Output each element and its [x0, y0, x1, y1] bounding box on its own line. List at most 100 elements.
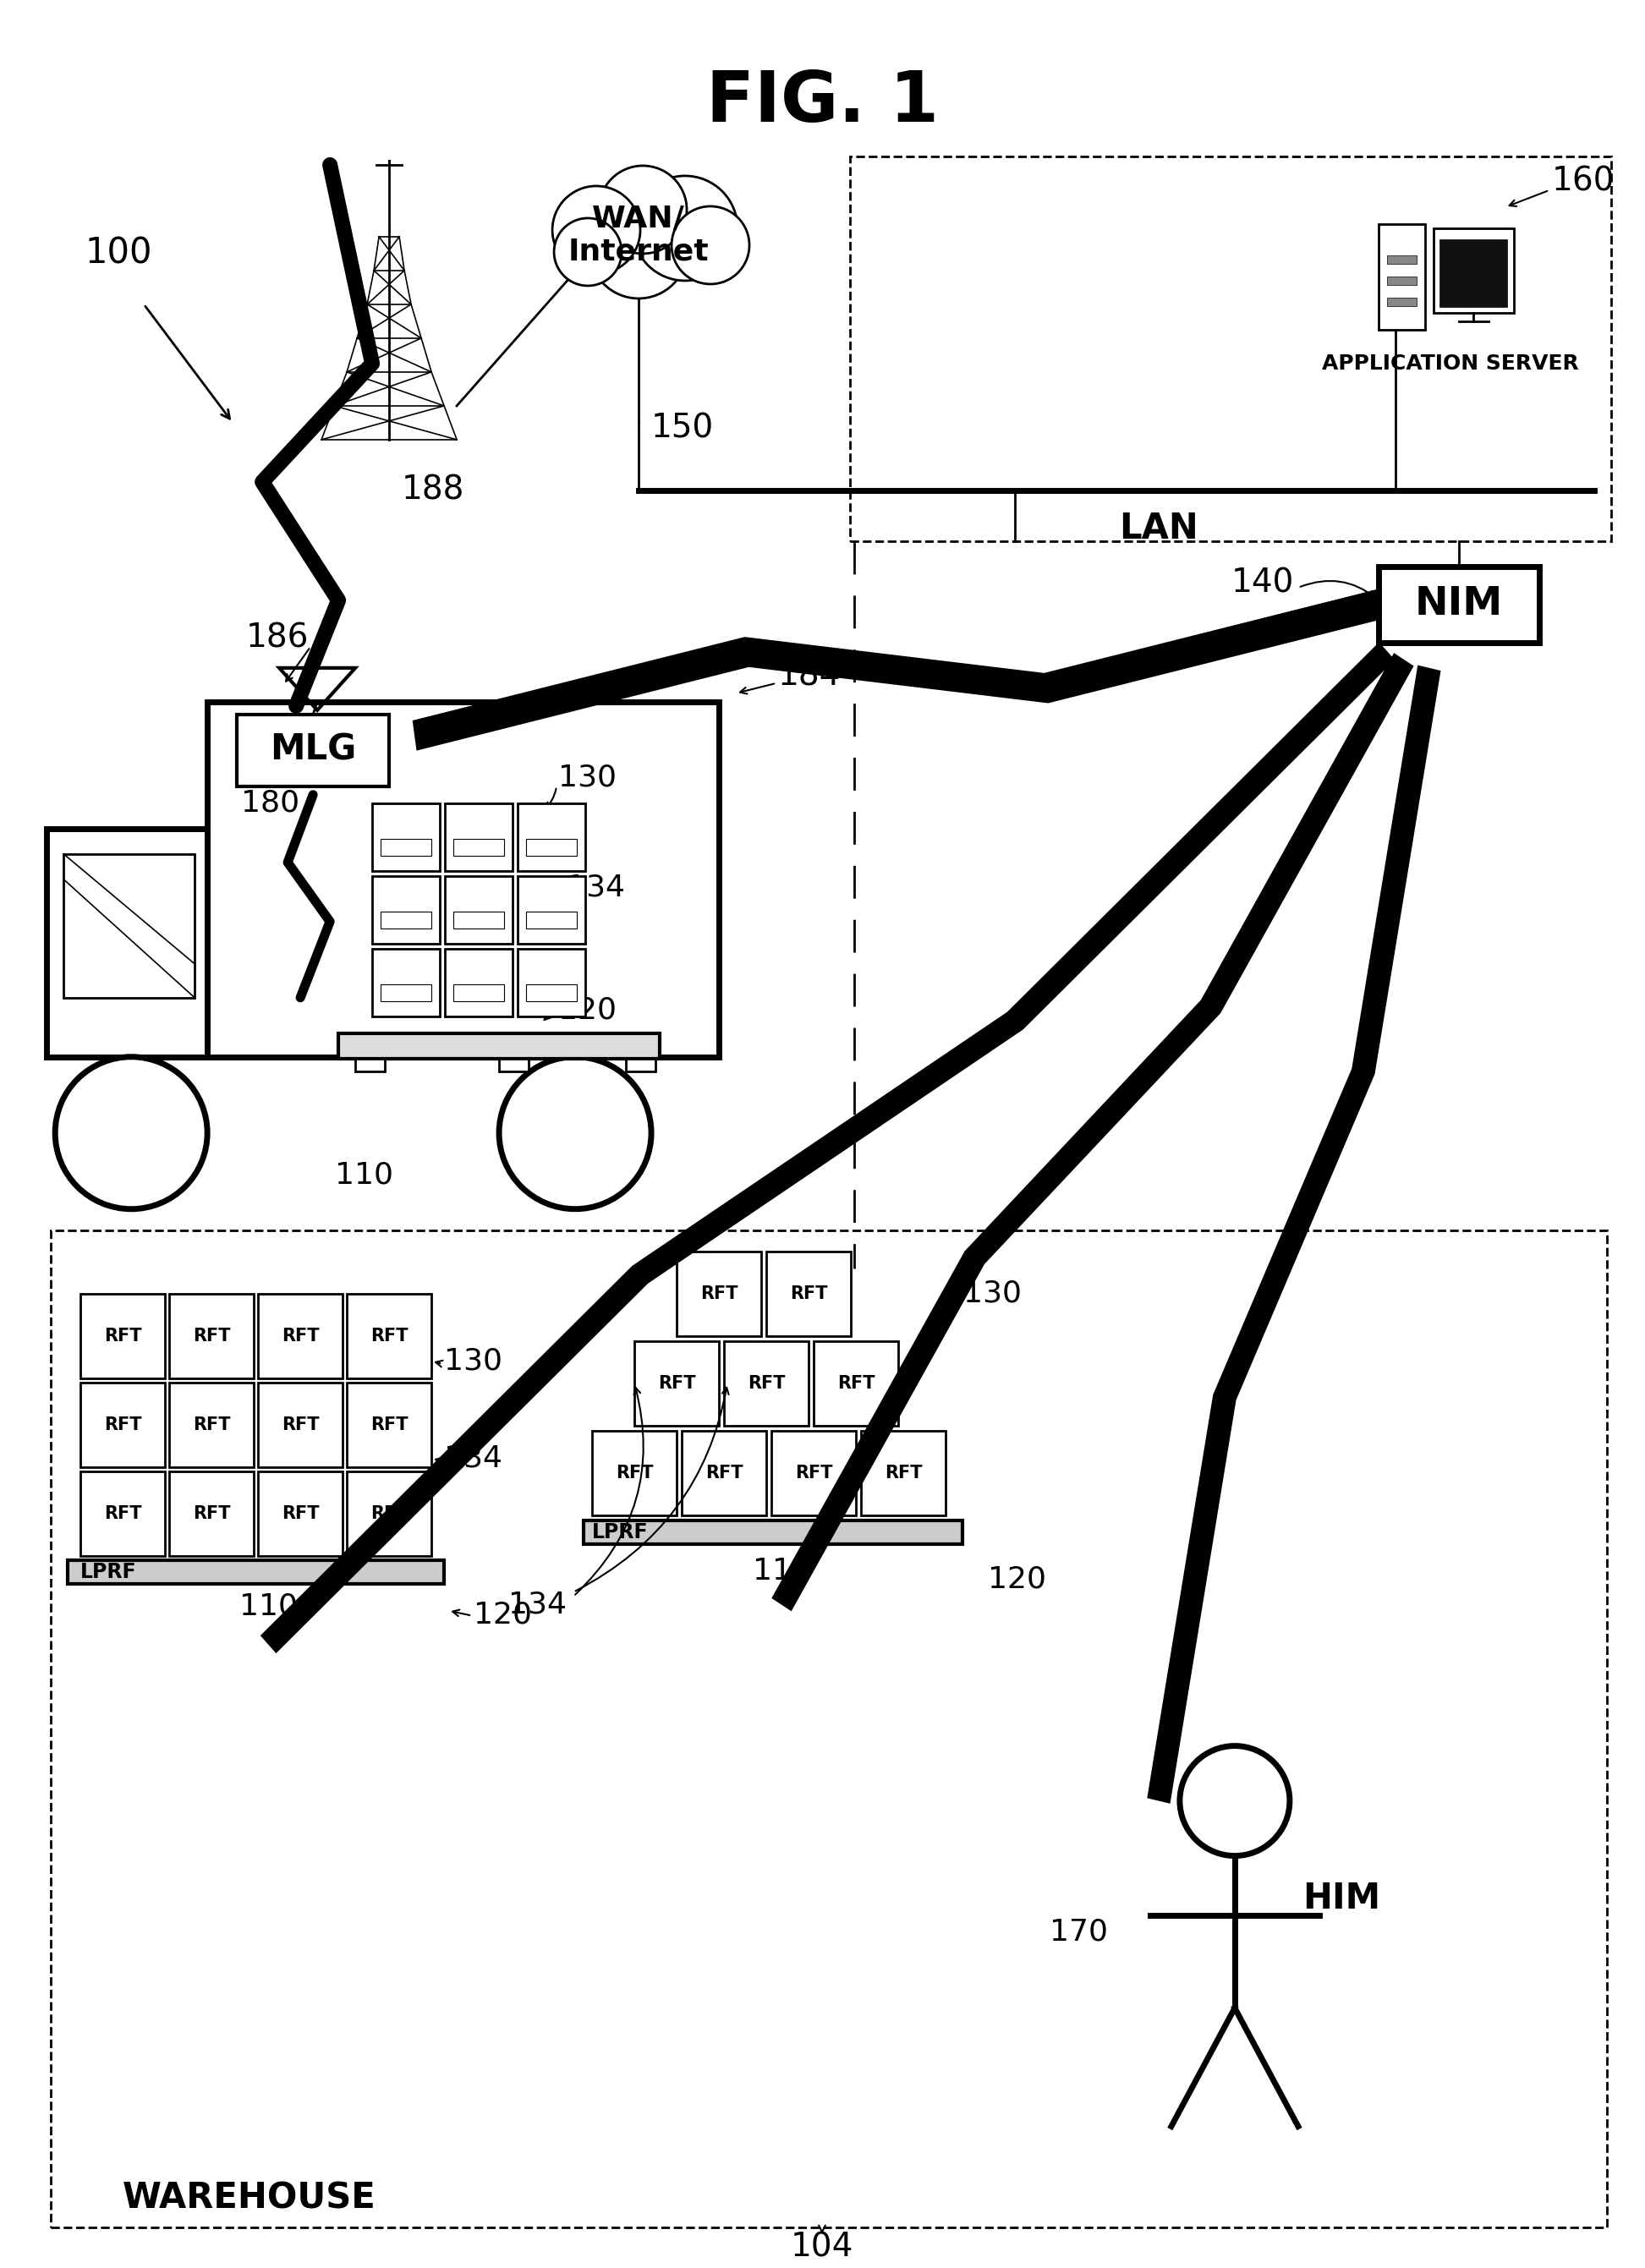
Bar [46, 828, 207, 1057]
Bar [347, 1472, 431, 1556]
Text: RFT: RFT [281, 1415, 319, 1433]
Bar [526, 839, 577, 855]
Bar [681, 1431, 767, 1515]
Text: 134: 134 [568, 873, 625, 903]
Text: WAREHOUSE: WAREHOUSE [123, 2180, 377, 2216]
Circle shape [553, 186, 640, 274]
Bar [372, 875, 439, 943]
Bar [380, 839, 431, 855]
Text: RFT: RFT [281, 1506, 319, 1522]
Circle shape [633, 177, 737, 281]
Bar [767, 1252, 850, 1336]
Text: RFT: RFT [281, 1327, 319, 1345]
Bar [526, 912, 577, 928]
Bar [676, 1252, 762, 1336]
Bar [860, 1431, 946, 1515]
Text: RFT: RFT [104, 1327, 141, 1345]
Text: RFT: RFT [104, 1415, 141, 1433]
Text: 104: 104 [791, 2232, 854, 2263]
Bar [355, 1059, 385, 1070]
Text: 110: 110 [334, 1161, 393, 1191]
Text: 170: 170 [1050, 1916, 1107, 1946]
Text: RFT: RFT [706, 1465, 744, 1481]
Text: RFT: RFT [885, 1465, 923, 1481]
Bar [372, 948, 439, 1016]
Text: MLG: MLG [270, 733, 357, 767]
Bar [67, 1560, 444, 1583]
Bar [64, 855, 194, 998]
Bar [380, 912, 431, 928]
Text: RFT: RFT [837, 1374, 875, 1393]
Text: RFT: RFT [370, 1415, 408, 1433]
Bar [169, 1472, 253, 1556]
Text: LAN: LAN [1119, 510, 1198, 547]
Circle shape [599, 166, 686, 254]
Bar [81, 1472, 164, 1556]
Bar [635, 1340, 719, 1427]
Bar [1387, 256, 1416, 263]
Bar [81, 1383, 164, 1467]
Bar [258, 1293, 342, 1379]
Polygon shape [1147, 665, 1441, 1803]
Circle shape [554, 218, 622, 286]
Text: RFT: RFT [370, 1327, 408, 1345]
Text: RFT: RFT [192, 1415, 230, 1433]
Text: LPRF: LPRF [81, 1563, 137, 1581]
Bar [380, 984, 431, 1000]
Text: 186: 186 [245, 621, 309, 655]
Text: RFT: RFT [370, 1506, 408, 1522]
Bar [1439, 238, 1507, 306]
Bar [625, 1059, 655, 1070]
Text: RFT: RFT [615, 1465, 653, 1481]
Text: 100: 100 [86, 236, 151, 272]
Bar [444, 803, 513, 871]
Bar [814, 1340, 898, 1427]
Text: HIM: HIM [1303, 1880, 1380, 1916]
Circle shape [56, 1057, 207, 1209]
Text: RFT: RFT [658, 1374, 696, 1393]
Text: RFT: RFT [104, 1506, 141, 1522]
Bar [1387, 297, 1416, 306]
Text: RFT: RFT [701, 1286, 737, 1302]
Bar [1387, 277, 1416, 286]
Text: 110: 110 [752, 1556, 811, 1585]
Bar [454, 912, 503, 928]
Bar [1379, 225, 1425, 329]
Bar [81, 1293, 164, 1379]
Bar [584, 1520, 962, 1545]
Bar [526, 984, 577, 1000]
Text: 120: 120 [987, 1565, 1046, 1594]
Bar [454, 839, 503, 855]
Text: 130: 130 [444, 1347, 502, 1377]
Bar [850, 156, 1610, 542]
Circle shape [498, 1057, 651, 1209]
Bar [51, 1229, 1607, 2227]
Text: WAN/
Internet: WAN/ Internet [568, 204, 709, 265]
Text: RFT: RFT [192, 1327, 230, 1345]
Text: RFT: RFT [790, 1286, 827, 1302]
Text: 110: 110 [239, 1592, 298, 1622]
Bar [237, 714, 390, 787]
Polygon shape [413, 590, 1380, 751]
Bar [772, 1431, 855, 1515]
Bar [518, 948, 586, 1016]
Bar [518, 875, 586, 943]
Bar [454, 984, 503, 1000]
Text: 134: 134 [508, 1590, 568, 1619]
Text: 120: 120 [474, 1601, 531, 1628]
Text: 134: 134 [444, 1445, 502, 1472]
Bar [498, 1059, 528, 1070]
Text: 188: 188 [401, 474, 466, 506]
Circle shape [1179, 1746, 1290, 1855]
Text: 160: 160 [1551, 166, 1615, 197]
Circle shape [589, 200, 688, 299]
Text: 140: 140 [1230, 567, 1295, 599]
Text: 150: 150 [651, 413, 714, 445]
Bar [347, 1293, 431, 1379]
Text: RFT: RFT [192, 1506, 230, 1522]
Bar [258, 1383, 342, 1467]
Bar [724, 1340, 809, 1427]
Text: 130: 130 [964, 1279, 1022, 1309]
Bar [1379, 567, 1540, 642]
Polygon shape [772, 653, 1413, 1610]
